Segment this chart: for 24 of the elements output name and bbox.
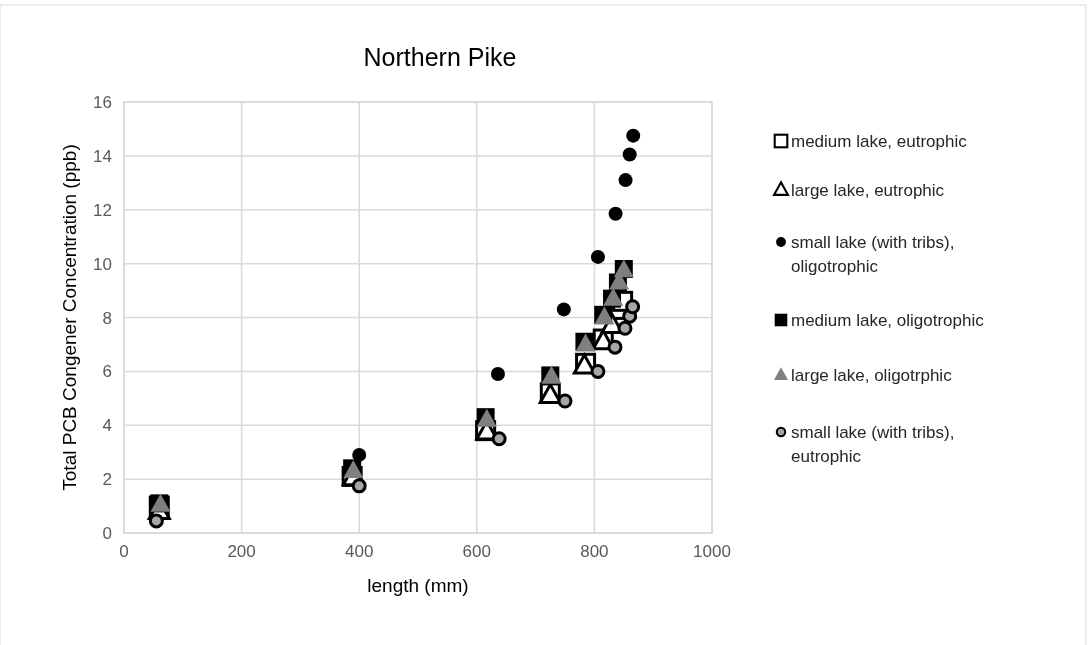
y-tick-label: 10 bbox=[93, 254, 112, 274]
y-tick-label: 16 bbox=[93, 93, 112, 112]
y-tick-label: 4 bbox=[102, 416, 112, 436]
y-tick-label: 12 bbox=[93, 200, 112, 220]
y-tick-label: 14 bbox=[93, 146, 112, 166]
legend-label: medium lake, oligotrophic bbox=[791, 311, 985, 330]
y-tick-label: 8 bbox=[102, 308, 112, 328]
legend-label: large lake, eutrophic bbox=[791, 181, 945, 200]
legend-label: small lake (with tribs), eutrophic bbox=[791, 423, 955, 466]
x-tick-label: 600 bbox=[462, 542, 491, 561]
x-tick-label: 0 bbox=[119, 542, 129, 561]
y-tick-label: 0 bbox=[102, 524, 112, 543]
x-tick-label: 800 bbox=[580, 542, 609, 561]
y-axis-title: Total PCB Congener Concentration (ppb) bbox=[59, 144, 80, 491]
chart-title: Northern Pike bbox=[363, 43, 517, 71]
legend-label: small lake (with tribs), oligotrophic bbox=[791, 233, 955, 276]
legend-label: medium lake, eutrophic bbox=[791, 132, 968, 151]
y-tick-label: 2 bbox=[102, 470, 112, 490]
y-tick-label: 6 bbox=[102, 362, 112, 382]
x-tick-label: 400 bbox=[345, 542, 374, 561]
legend-label: large lake, oligotrphic bbox=[791, 366, 953, 385]
x-tick-label: 200 bbox=[227, 542, 256, 561]
x-axis-title: length (mm) bbox=[367, 575, 469, 596]
x-tick-label: 1000 bbox=[693, 542, 731, 561]
